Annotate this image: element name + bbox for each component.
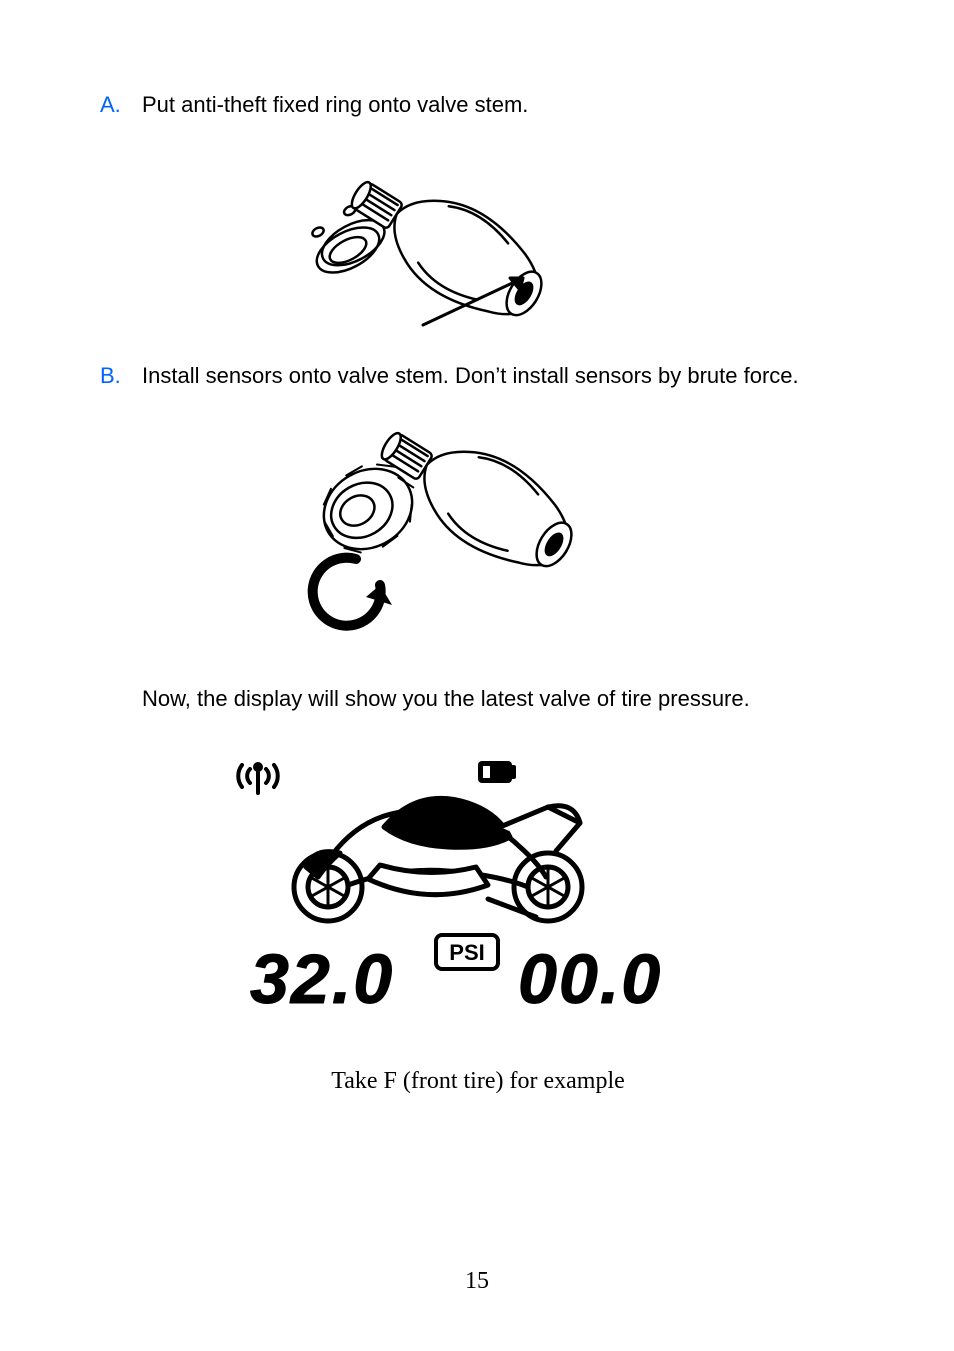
figure-b bbox=[100, 401, 856, 666]
sensor-install-illustration bbox=[268, 401, 688, 661]
lcd-display-illustration: PSI 32.0 00.0 bbox=[218, 747, 738, 1027]
document-page: A. Put anti-theft fixed ring onto valve … bbox=[0, 0, 954, 1351]
list-text-a: Put anti-theft fixed ring onto valve ste… bbox=[142, 84, 856, 126]
figure-c: PSI 32.0 00.0 bbox=[100, 747, 856, 1032]
rear-pressure-value: 00.0 bbox=[518, 940, 662, 1018]
list-text-b: Install sensors onto valve stem. Don’t i… bbox=[142, 355, 856, 397]
figure-a bbox=[100, 130, 856, 355]
front-pressure-value: 32.0 bbox=[250, 940, 394, 1018]
list-item-b: B. Install sensors onto valve stem. Don’… bbox=[100, 355, 856, 397]
psi-label: PSI bbox=[449, 940, 484, 965]
list-marker-a: A. bbox=[100, 84, 142, 126]
list-item-a: A. Put anti-theft fixed ring onto valve … bbox=[100, 84, 856, 126]
list-marker-b: B. bbox=[100, 355, 142, 397]
page-number: 15 bbox=[0, 1268, 954, 1295]
followup-text: Now, the display will show you the lates… bbox=[142, 678, 856, 720]
figure-caption: Take F (front tire) for example bbox=[100, 1068, 856, 1095]
valve-ring-illustration bbox=[288, 130, 668, 350]
